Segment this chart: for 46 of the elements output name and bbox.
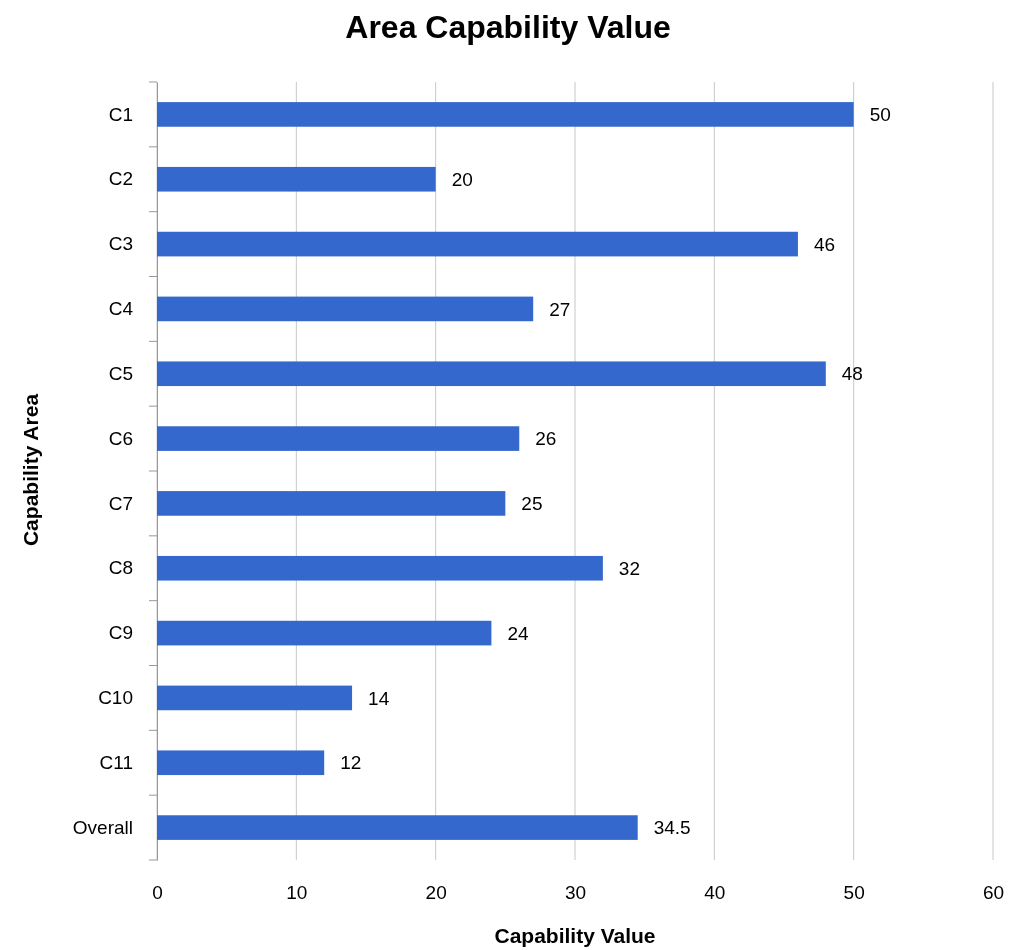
y-tick-label: C1 <box>108 103 133 125</box>
x-tick-label: 20 <box>425 882 447 904</box>
bar <box>157 426 520 451</box>
x-tick-label: 0 <box>152 882 163 904</box>
y-tick-label: C11 <box>99 751 133 773</box>
bar <box>157 491 506 516</box>
x-tick-label: 50 <box>843 882 865 904</box>
bar <box>157 620 492 646</box>
bar <box>157 231 798 257</box>
x-tick-label: 60 <box>982 882 1005 904</box>
data-label: 26 <box>535 428 557 450</box>
y-tick-label: C7 <box>108 492 133 514</box>
data-label: 32 <box>618 557 641 579</box>
bar <box>157 815 638 840</box>
data-label: 27 <box>549 298 571 320</box>
y-tick-label: Overall <box>72 816 133 838</box>
bar <box>157 361 826 387</box>
x-tick-label: 30 <box>564 882 587 904</box>
data-label: 24 <box>507 622 529 644</box>
data-label: 25 <box>521 493 543 515</box>
data-label: 34.5 <box>653 817 691 839</box>
y-tick-label: C3 <box>108 233 133 255</box>
x-tick-label: 40 <box>704 882 726 904</box>
y-tick-label: C9 <box>108 622 133 644</box>
bar <box>157 102 854 127</box>
bar <box>157 685 353 711</box>
y-axis-title: Capability Area <box>19 393 42 547</box>
y-tick-label: C2 <box>108 168 133 190</box>
data-label: 20 <box>451 168 473 190</box>
bar <box>157 555 603 581</box>
x-axis-title: Capability Value <box>494 924 656 947</box>
data-label: 14 <box>368 687 390 709</box>
chart-title: Area Capability Value <box>345 9 671 45</box>
y-tick-label: C5 <box>108 362 133 384</box>
data-label: 48 <box>841 363 863 385</box>
y-tick-label: C10 <box>98 687 133 708</box>
bar <box>157 166 436 192</box>
y-tick-label: C6 <box>108 427 133 449</box>
bar <box>157 750 325 776</box>
y-tick-label: C8 <box>108 557 133 579</box>
x-tick-label: 10 <box>286 882 308 904</box>
data-label: 50 <box>869 104 891 126</box>
data-label: 46 <box>813 233 836 255</box>
data-label: 12 <box>340 752 362 774</box>
y-tick-label: C4 <box>108 298 134 319</box>
bar <box>157 296 534 322</box>
